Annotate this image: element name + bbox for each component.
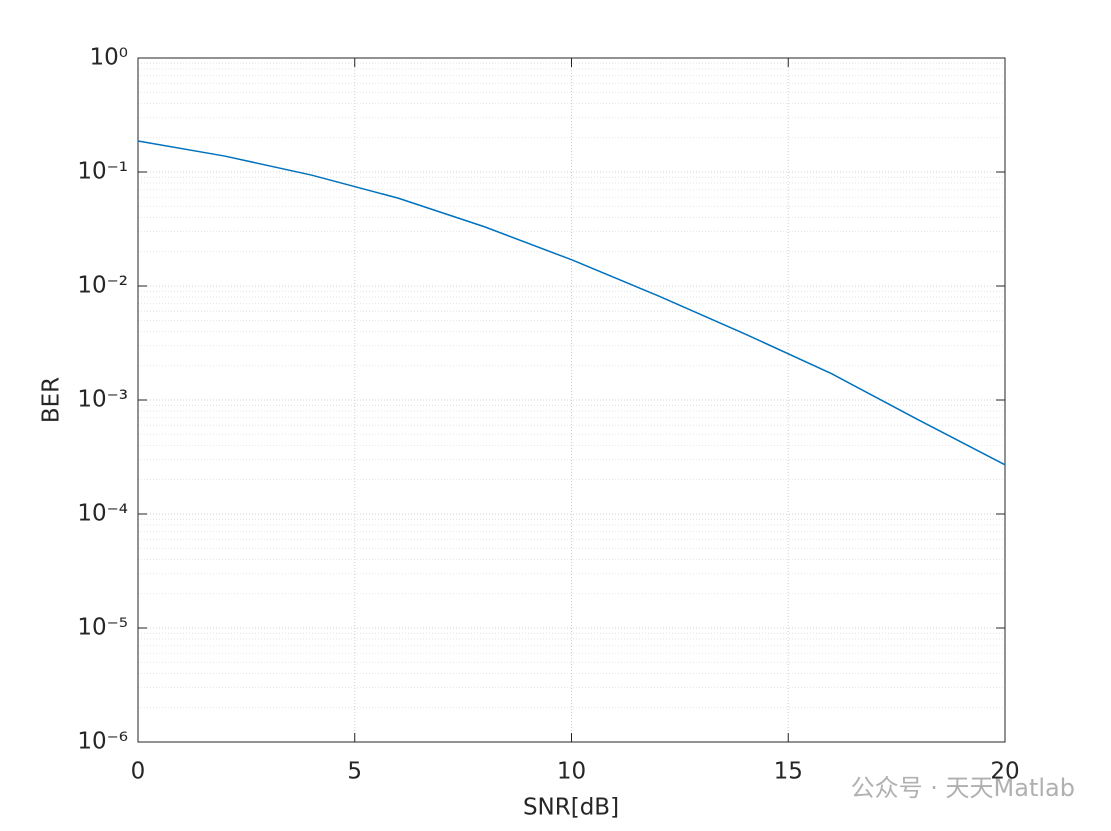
- plot-frame: [137, 57, 1006, 743]
- y-tick-label: 10⁻¹: [77, 159, 128, 185]
- y-tick-label: 10⁻⁶: [77, 729, 128, 755]
- x-tick-label: 20: [990, 759, 1019, 785]
- y-tick-label: 10⁻⁵: [77, 615, 128, 641]
- x-tick-label: 10: [557, 759, 586, 785]
- y-tick-label: 10⁻⁴: [77, 501, 128, 527]
- x-axis-label: SNR[dB]: [523, 795, 619, 821]
- y-tick-label: 10⁻²: [77, 273, 128, 299]
- watermark: 公众号 · 天天Matlab: [851, 774, 1075, 802]
- x-tick-label: 5: [347, 759, 362, 785]
- y-tick-label: 10⁰: [90, 45, 129, 71]
- x-tick-label: 0: [131, 759, 146, 785]
- y-tick-label: 10⁻³: [77, 387, 128, 413]
- data-line: [137, 140, 1006, 466]
- y-axis-label: BER: [39, 377, 65, 423]
- x-tick-label: 15: [774, 759, 803, 785]
